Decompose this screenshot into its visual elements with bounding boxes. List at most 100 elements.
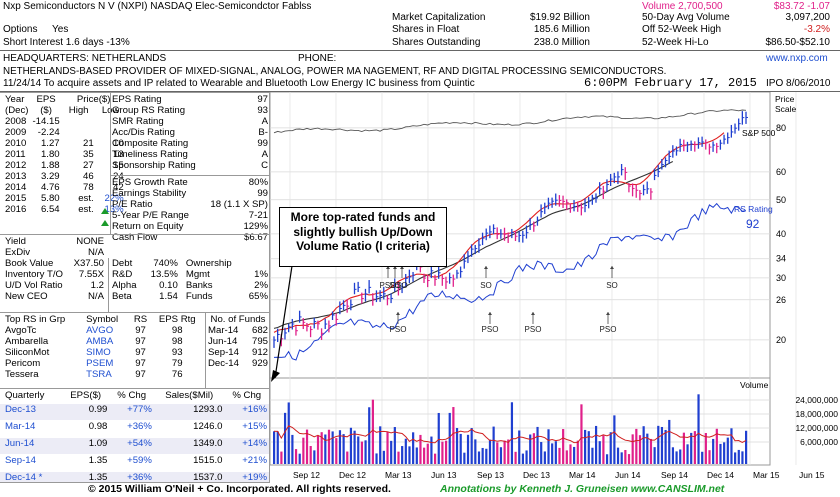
volume-bar	[701, 451, 704, 464]
annotation-label: PSO	[380, 281, 397, 290]
rating-label: Composite Rating	[112, 138, 189, 149]
high	[62, 116, 96, 127]
volume-bar	[565, 450, 568, 464]
funds-quarter: Sep-14	[208, 347, 239, 358]
volume-bar	[390, 440, 393, 464]
volume-bar	[313, 450, 316, 464]
volume-bar	[646, 433, 649, 464]
volume-bar	[671, 447, 675, 464]
group-symbol-link[interactable]: TSRA	[86, 369, 112, 380]
up-arrow-icon	[101, 220, 109, 226]
volume-bar	[408, 446, 411, 464]
price-tick-label: 26	[776, 295, 786, 305]
group-symbol-link[interactable]: AMBA	[86, 336, 114, 347]
volume-bar	[466, 434, 470, 464]
annotation-callout: More top-rated funds and slightly bullis…	[279, 207, 447, 267]
website-link[interactable]: www.nxp.com	[766, 53, 828, 64]
misc-label: Yield	[5, 236, 26, 247]
misc-value: 1.2	[90, 280, 104, 291]
q-sales: 1537.0	[193, 472, 223, 483]
sp500-line: S&P 500	[273, 109, 776, 138]
float-label: Shares in Float	[392, 24, 460, 35]
volume-bar	[682, 432, 685, 464]
volume-bar	[492, 426, 495, 464]
annotations-credit[interactable]: Annotations by Kenneth J. Gruneisen www.…	[440, 483, 725, 495]
volume-bar	[499, 447, 503, 464]
group-eps: 93	[171, 347, 183, 358]
q-eps-chg: +59%	[127, 455, 152, 466]
headquarters: HEADQUARTERS: NETHERLANDS	[3, 53, 167, 64]
group-symbol-link[interactable]: PSEM	[86, 358, 114, 369]
callout-arrow-line	[274, 266, 293, 379]
eps: 1.27	[40, 138, 60, 149]
price-tick-label: 20	[776, 335, 786, 345]
growth-table: EPS Growth Rate 80% Earnings Stability 99 …	[110, 177, 270, 243]
annotation-marker: PSO	[380, 266, 397, 290]
growth-value: 80%	[248, 177, 268, 188]
group-company: AvgoTc	[5, 325, 37, 336]
date-tick-label: Jun 13	[431, 470, 457, 480]
ownership-label: Banks	[185, 280, 213, 291]
q-eps-chg: +54%	[127, 438, 152, 449]
volume-bar	[441, 441, 444, 464]
volume-bar	[675, 451, 678, 464]
q-eps: 0.99	[88, 404, 108, 415]
volume-bar	[631, 434, 634, 464]
misc-label: ExDiv	[5, 247, 31, 258]
group-symbol-link[interactable]: AVGO	[86, 325, 114, 336]
volume-bar	[309, 445, 312, 464]
q-sales-chg: +14%	[242, 438, 267, 449]
volume-bar	[745, 430, 748, 464]
debt-value: 740%	[153, 258, 178, 269]
volume-bar	[686, 444, 689, 464]
annotation-label: PSO	[525, 325, 542, 334]
year: 2015	[5, 193, 27, 204]
debt-row: Alpha 0.10 Banks 2%	[110, 280, 270, 291]
q-header-quarter: Quarterly	[5, 390, 45, 401]
up-arrow-icons	[101, 208, 109, 226]
annotation-label: PSO	[482, 325, 499, 334]
volume-bar	[496, 442, 499, 464]
group-symbol-link[interactable]: SIMO	[86, 347, 111, 358]
annotation-arrowhead	[393, 266, 397, 269]
annual-row: 2012 1.88 27 15	[3, 160, 126, 171]
eps: 1.88	[40, 160, 60, 171]
volume-bar	[642, 426, 645, 464]
funds-count: 682	[251, 325, 268, 336]
q-quarter: Sep-14	[5, 455, 36, 466]
annotation-arrowhead	[386, 266, 390, 269]
annual-row: 2008 -14.15	[3, 116, 126, 127]
volume-bar	[474, 439, 477, 464]
volume-bar	[273, 431, 276, 464]
sp500-path	[273, 109, 747, 134]
volume-bar	[470, 428, 473, 464]
volume-bar	[620, 452, 623, 464]
annotation-arrowhead	[606, 312, 610, 315]
misc-table: Yield NONE ExDiv N/A Book Value X37.50 Inve…	[3, 236, 106, 302]
copyright: © 2015 William O'Neil + Co. Incorporated…	[88, 483, 391, 495]
debt-label: Debt	[112, 258, 133, 269]
volume-bar	[430, 436, 433, 464]
date-tick-label: Mar 15	[753, 470, 780, 480]
group-row: Tessera TSRA 97 76	[3, 369, 203, 380]
group-header-name: Top RS in Grp	[5, 314, 66, 325]
eps: 4.76	[40, 182, 60, 193]
volume-bar	[723, 442, 726, 464]
short-interest: Short Interest 1.6 days -13%	[3, 37, 130, 48]
annual-header-eps: EPS	[36, 94, 56, 105]
growth-row: P/E Ratio 18 (1.1 X SP)	[110, 199, 270, 210]
annual-header-price: Price($)	[76, 94, 111, 105]
growth-label: P/E Ratio	[112, 199, 153, 210]
q-quarter: Dec-14 *	[5, 472, 43, 483]
volume-bar	[364, 440, 367, 464]
annual-header-year: Year	[5, 94, 25, 105]
quarterly-row: Jun-14 1.09 +54% 1349.0 +14%	[3, 435, 269, 452]
volume-bar	[616, 447, 620, 464]
low: 15	[112, 160, 124, 171]
rs-rating-value: 92	[746, 217, 760, 231]
phone: PHONE:	[298, 53, 337, 64]
q-sales: 1349.0	[193, 438, 223, 449]
date-tick-label: Dec 12	[339, 470, 366, 480]
volume-bar	[401, 446, 404, 464]
volume-bar	[730, 428, 733, 464]
